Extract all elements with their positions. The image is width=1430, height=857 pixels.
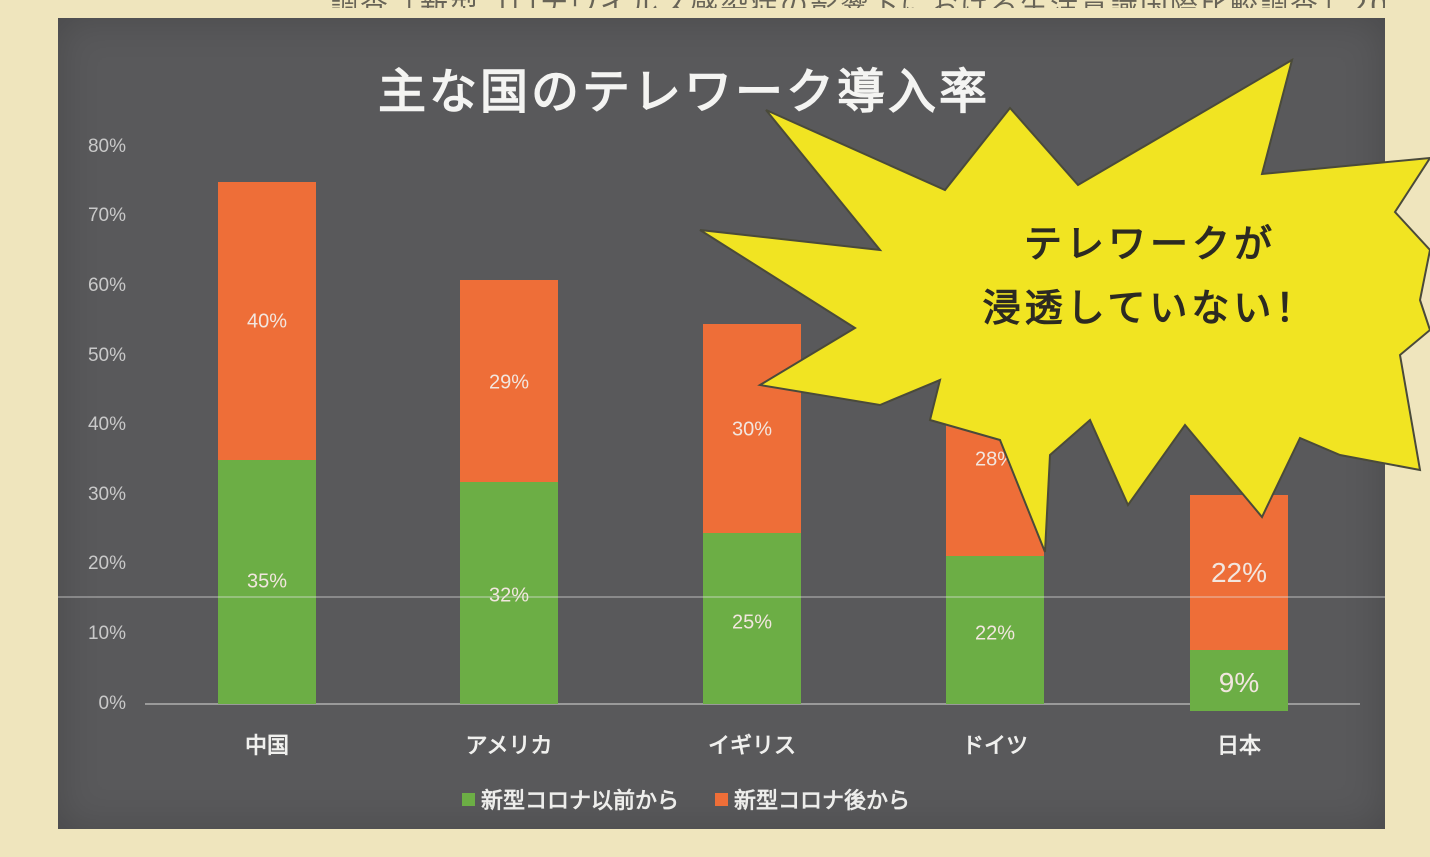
x-axis-baseline — [145, 703, 1360, 705]
value-label: 22% — [974, 622, 1016, 645]
bar-segment-before — [1190, 650, 1288, 711]
value-label: 30% — [731, 418, 773, 441]
value-label: 32% — [488, 584, 530, 607]
value-label: 40% — [246, 310, 288, 333]
y-tick-20: 20% — [87, 553, 126, 574]
value-label: 25% — [731, 611, 773, 634]
bar-segment-before — [946, 556, 1044, 704]
legend-label: 新型コロナ後から — [734, 789, 911, 814]
paper-fold-line — [58, 596, 1385, 598]
legend-label: 新型コロナ以前から — [481, 789, 680, 814]
y-tick-0: 0% — [98, 693, 126, 714]
value-label: 28% — [974, 448, 1016, 471]
chart-title: 主な国のテレワーク導入率 — [378, 64, 991, 120]
y-tick-10: 10% — [87, 623, 126, 644]
callout-line-2: 浸透していない！ — [982, 286, 1318, 330]
y-tick-60: 60% — [87, 275, 126, 296]
legend-item-before: 新型コロナ以前から — [462, 783, 679, 815]
y-tick-50: 50% — [87, 345, 126, 366]
legend-swatch-orange — [715, 792, 729, 806]
value-label: 9% — [1218, 667, 1260, 698]
y-tick-80: 80% — [87, 136, 126, 157]
bar-usa: 29% 32% — [460, 280, 558, 704]
legend-item-after: 新型コロナ後から — [715, 783, 910, 815]
bar-germany: 28% 22% — [946, 372, 1044, 704]
bar-china: 40% 35% — [218, 182, 316, 704]
y-tick-30: 30% — [87, 484, 126, 505]
bar-uk: 30% 25% — [703, 324, 801, 704]
x-label-usa: アメリカ — [465, 734, 553, 759]
bar-segment-after — [218, 182, 316, 460]
x-label-china: 中国 — [244, 734, 289, 759]
x-label-uk: イギリス — [707, 734, 796, 759]
y-tick-40: 40% — [87, 414, 126, 435]
bar-segment-before — [218, 460, 316, 704]
callout-text: テレワークが 浸透していない！ — [940, 212, 1360, 340]
callout-line-1: テレワークが — [1023, 222, 1276, 266]
top-caption: 調査「新型コロナウイルス感染症の影響下における生活意識国際比較調査」2020年7… — [330, 0, 1430, 8]
y-tick-70: 70% — [87, 205, 126, 226]
value-label: 22% — [1210, 557, 1268, 588]
value-label: 29% — [488, 371, 530, 394]
paper-margin — [1385, 0, 1430, 857]
value-label: 35% — [246, 570, 288, 593]
bar-segment-after — [460, 280, 558, 482]
x-label-germany: ドイツ — [961, 734, 1028, 759]
bar-segment-before — [460, 482, 558, 704]
legend: 新型コロナ以前から 新型コロナ後から — [462, 784, 910, 814]
bar-japan: 22% 9% — [1190, 495, 1288, 711]
x-label-japan: 日本 — [1216, 734, 1261, 759]
legend-swatch-green — [462, 792, 475, 806]
bar-segment-before — [703, 533, 801, 704]
